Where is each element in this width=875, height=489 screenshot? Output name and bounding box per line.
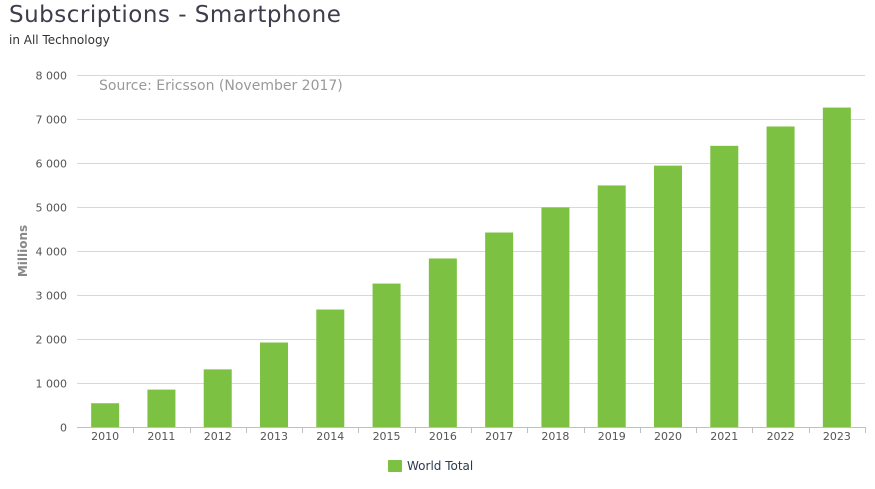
bar-2022[interactable] — [766, 126, 795, 427]
bar-2023[interactable] — [822, 107, 851, 427]
x-tick-label: 2012 — [204, 430, 232, 443]
bar-2018[interactable] — [541, 207, 570, 427]
bar-2016[interactable] — [428, 258, 457, 427]
bar-2017[interactable] — [485, 232, 514, 427]
y-tick-label: 1 000 — [36, 378, 68, 391]
y-tick-label: 2 000 — [36, 334, 68, 347]
bars — [91, 107, 851, 427]
legend[interactable]: World Total — [388, 459, 473, 473]
x-tick-label: 2014 — [316, 430, 344, 443]
x-tick-label: 2010 — [91, 430, 119, 443]
grid-lines — [77, 75, 865, 384]
bar-2011[interactable] — [147, 389, 176, 427]
x-tick-label: 2023 — [823, 430, 851, 443]
x-tick-label: 2021 — [710, 430, 738, 443]
x-tick-label: 2011 — [147, 430, 175, 443]
bar-2021[interactable] — [710, 145, 739, 427]
chart-title: Subscriptions - Smartphone — [9, 2, 342, 28]
y-tick-label: 3 000 — [36, 290, 68, 303]
x-tick-labels: 2010 2011 2012 2013 2014 2015 2016 2017 2018 2019… — [91, 427, 866, 443]
y-tick-label: 6 000 — [36, 158, 68, 171]
bar-2020[interactable] — [654, 165, 682, 427]
x-tick-label: 2015 — [373, 430, 401, 443]
chart-subtitle: in All Technology — [9, 33, 110, 47]
x-tick-label: 2018 — [541, 430, 569, 443]
x-tick-label: 2022 — [767, 430, 795, 443]
bar-2015[interactable] — [372, 283, 401, 427]
y-axis-label: Millions — [16, 225, 30, 277]
y-tick-label: 5 000 — [36, 202, 68, 215]
bar-2010[interactable] — [91, 403, 120, 427]
x-tick-label: 2020 — [654, 430, 682, 443]
x-tick-label: 2019 — [598, 430, 626, 443]
bar-2013[interactable] — [260, 342, 288, 427]
x-tick-label: 2016 — [429, 430, 457, 443]
bar-2019[interactable] — [597, 185, 626, 427]
y-tick-labels: 0 1 000 2 000 3 000 4 000 5 000 6 000 7 000 8 00… — [36, 70, 68, 435]
bar-2014[interactable] — [316, 309, 345, 427]
source-note: Source: Ericsson (November 2017) — [99, 78, 343, 94]
legend-swatch — [388, 460, 402, 472]
x-tick-label: 2013 — [260, 430, 288, 443]
y-tick-label: 8 000 — [36, 70, 68, 83]
y-tick-label: 4 000 — [36, 246, 68, 259]
legend-label-world-total: World Total — [407, 459, 474, 473]
bar-2012[interactable] — [203, 369, 232, 427]
y-tick-label: 0 — [60, 422, 67, 435]
y-tick-label: 7 000 — [36, 114, 68, 127]
x-tick-label: 2017 — [485, 430, 513, 443]
